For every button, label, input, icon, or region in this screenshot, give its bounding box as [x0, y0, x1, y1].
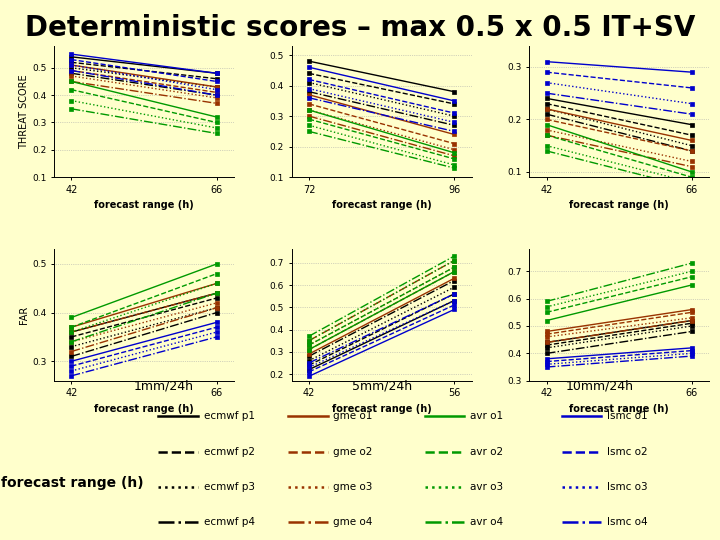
Text: lsmc o1: lsmc o1 — [607, 411, 647, 421]
Y-axis label: THREAT SCORE: THREAT SCORE — [19, 74, 30, 149]
Text: 5mm/24h: 5mm/24h — [351, 379, 412, 392]
X-axis label: forecast range (h): forecast range (h) — [332, 200, 431, 211]
X-axis label: forecast range (h): forecast range (h) — [332, 404, 431, 414]
Text: avr o2: avr o2 — [470, 447, 503, 457]
X-axis label: forecast range (h): forecast range (h) — [94, 404, 194, 414]
Text: lsmc o3: lsmc o3 — [607, 482, 647, 492]
Text: forecast range (h): forecast range (h) — [1, 476, 143, 490]
Text: avr o4: avr o4 — [470, 517, 503, 527]
X-axis label: forecast range (h): forecast range (h) — [570, 200, 669, 211]
Y-axis label: FAR: FAR — [19, 306, 30, 324]
Text: 1mm/24h: 1mm/24h — [133, 379, 193, 392]
X-axis label: forecast range (h): forecast range (h) — [570, 404, 669, 414]
Text: lsmc o2: lsmc o2 — [607, 447, 647, 457]
Text: gme o2: gme o2 — [333, 447, 373, 457]
Text: gme o3: gme o3 — [333, 482, 373, 492]
Text: gme o4: gme o4 — [333, 517, 373, 527]
Text: ecmwf p2: ecmwf p2 — [204, 447, 255, 457]
X-axis label: forecast range (h): forecast range (h) — [94, 200, 194, 211]
Text: Deterministic scores – max 0.5 x 0.5 IT+SV: Deterministic scores – max 0.5 x 0.5 IT+… — [24, 14, 696, 42]
Text: ecmwf p3: ecmwf p3 — [204, 482, 255, 492]
Text: 10mm/24h: 10mm/24h — [566, 379, 634, 392]
Text: avr o3: avr o3 — [470, 482, 503, 492]
Text: avr o1: avr o1 — [470, 411, 503, 421]
Text: ecmwf p4: ecmwf p4 — [204, 517, 255, 527]
Text: gme o1: gme o1 — [333, 411, 373, 421]
Text: lsmc o4: lsmc o4 — [607, 517, 647, 527]
Text: ecmwf p1: ecmwf p1 — [204, 411, 255, 421]
